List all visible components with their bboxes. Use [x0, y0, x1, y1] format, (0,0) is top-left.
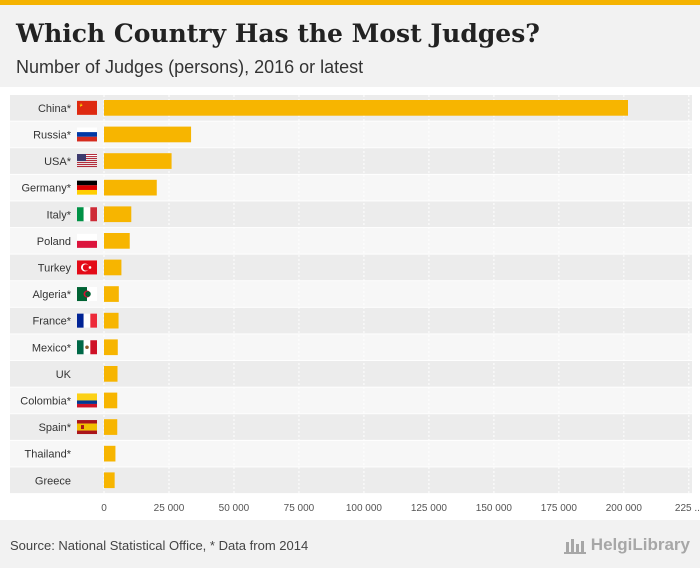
row-band — [10, 467, 692, 494]
russia-flag-icon — [77, 127, 97, 142]
x-tick-label: 100 000 — [346, 503, 383, 514]
chart-header: Which Country Has the Most Judges? Numbe… — [0, 5, 700, 87]
row-band — [10, 387, 692, 414]
category-label: France* — [32, 316, 71, 328]
bar — [104, 286, 119, 302]
x-tick-label: 50 000 — [219, 503, 250, 514]
bar — [104, 445, 116, 462]
bar — [104, 233, 130, 249]
italy-flag-icon — [77, 207, 97, 222]
library-icon — [563, 539, 586, 554]
bar — [104, 206, 132, 223]
category-label: Italy* — [47, 209, 72, 221]
x-tick-label: 175 000 — [541, 503, 578, 514]
row-band — [10, 414, 692, 440]
bar — [104, 472, 115, 489]
poland-flag-icon — [77, 233, 97, 248]
category-label: Colombia* — [20, 395, 71, 407]
chart-title: Which Country Has the Most Judges? — [16, 19, 540, 48]
chart-subtitle: Number of Judges (persons), 2016 or late… — [16, 57, 364, 77]
china-flag-icon — [77, 100, 97, 115]
category-label: USA* — [44, 156, 72, 168]
bar-chart: China* Russia* USA* Germany* Italy* Poland Tur… — [10, 95, 700, 514]
bar — [104, 339, 118, 356]
bar — [104, 366, 118, 382]
x-tick-label: 150 000 — [476, 503, 513, 514]
bar — [104, 179, 157, 196]
spain-flag-icon — [77, 420, 97, 435]
x-tick-label: 200 000 — [606, 503, 643, 514]
category-label: Thailand* — [25, 449, 72, 461]
turkey-flag-icon — [77, 260, 97, 275]
x-tick-label: 0 — [101, 503, 107, 514]
category-label: Greece — [35, 475, 71, 487]
category-label: Germany* — [21, 183, 71, 195]
bar — [104, 153, 172, 169]
bar — [104, 419, 118, 435]
x-tick-label: 25 000 — [154, 503, 185, 514]
category-label: UK — [56, 369, 72, 381]
brand-name: HelgiLibrary — [590, 535, 690, 554]
category-label: Algeria* — [32, 289, 71, 301]
bar — [104, 100, 628, 116]
category-label: Spain* — [39, 422, 72, 434]
chart-footer: Source: National Statistical Office, * D… — [0, 520, 700, 568]
usa-flag-icon — [77, 154, 97, 168]
accent-bar — [0, 0, 700, 5]
bar — [104, 259, 122, 276]
france-flag-icon — [77, 313, 97, 328]
brand-logo: HelgiLibrary — [563, 534, 690, 556]
source-note: Source: National Statistical Office, * D… — [10, 538, 309, 553]
row-band — [10, 334, 692, 361]
row-band — [10, 254, 692, 281]
germany-flag-icon — [77, 180, 97, 195]
category-label: Russia* — [33, 129, 72, 141]
category-label: Poland — [37, 236, 71, 248]
x-tick-label: 225 ... — [675, 503, 700, 514]
row-band — [10, 440, 692, 467]
category-label: Mexico* — [32, 342, 72, 354]
x-tick-label: 125 000 — [411, 503, 448, 514]
bar — [104, 312, 119, 329]
x-tick-label: 75 000 — [284, 503, 315, 514]
bar — [104, 392, 118, 409]
category-label: Turkey — [38, 262, 72, 274]
algeria-flag-icon — [77, 287, 97, 302]
row-band — [10, 361, 692, 387]
row-band — [10, 307, 692, 334]
row-band — [10, 281, 692, 307]
colombia-flag-icon — [77, 393, 97, 408]
category-label: China* — [38, 103, 72, 115]
bar — [104, 126, 192, 143]
mexico-flag-icon — [77, 340, 97, 355]
